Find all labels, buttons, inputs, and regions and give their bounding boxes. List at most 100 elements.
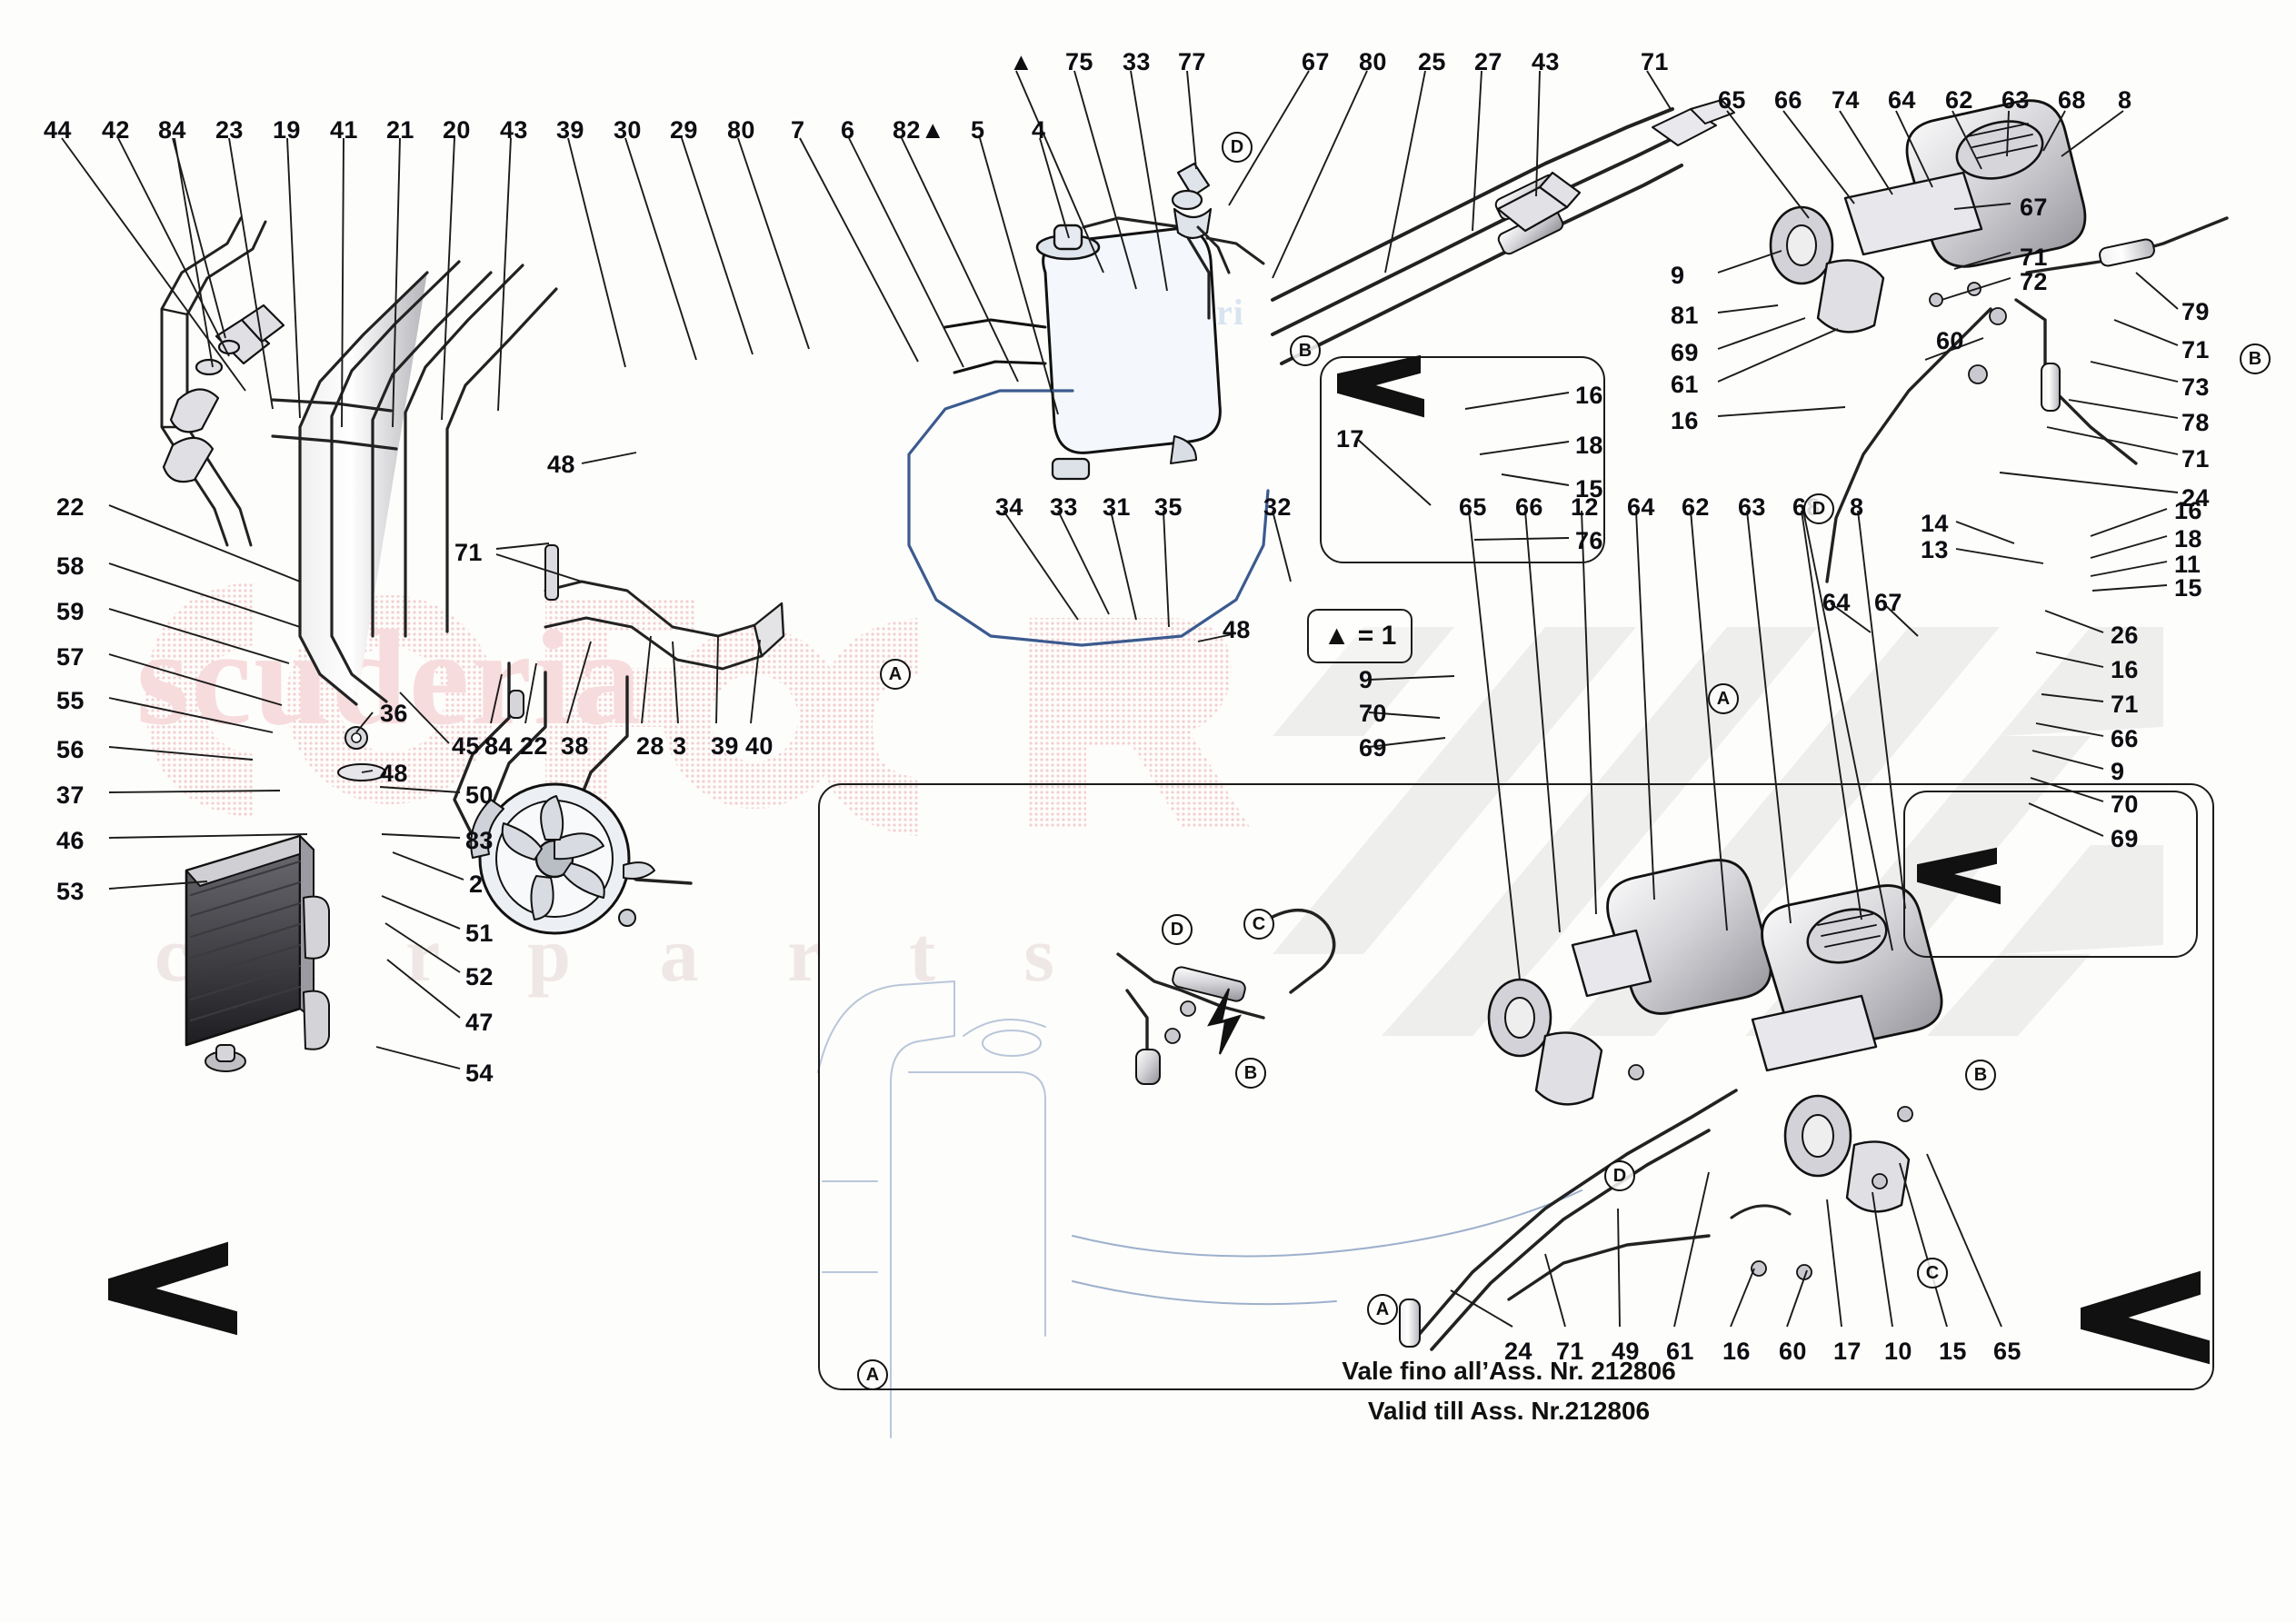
detail-inset-panel-a bbox=[1320, 356, 1605, 563]
callout-number: 8 bbox=[2118, 86, 2132, 114]
callout-number: 71 bbox=[1556, 1338, 1584, 1365]
reference-marker-a: A bbox=[1708, 683, 1739, 714]
callout-number: 71 bbox=[454, 539, 483, 566]
callout-number: 22 bbox=[520, 732, 548, 760]
callout-number: 32 bbox=[1263, 493, 1292, 521]
callout-number: 9 bbox=[2111, 758, 2125, 785]
callout-number: 39 bbox=[711, 732, 739, 760]
reference-marker-a: A bbox=[1367, 1294, 1398, 1325]
callout-number: 7 bbox=[791, 116, 805, 144]
symbol-legend-box: ▲ = 1 bbox=[1307, 609, 1413, 663]
callout-number: 79 bbox=[2181, 298, 2210, 325]
callout-number: 78 bbox=[2181, 409, 2210, 436]
callout-number: 24 bbox=[1504, 1338, 1532, 1365]
callout-number: 3 bbox=[673, 732, 687, 760]
callout-number: 12 bbox=[1571, 493, 1599, 521]
callout-number: 44 bbox=[44, 116, 72, 144]
callout-number: 84 bbox=[484, 732, 513, 760]
callout-number: 21 bbox=[386, 116, 414, 144]
callout-number: 34 bbox=[995, 493, 1023, 521]
reference-marker-c: C bbox=[1917, 1258, 1948, 1289]
callout-number: 72 bbox=[2020, 268, 2048, 295]
callout-number: 30 bbox=[614, 116, 642, 144]
callout-number: 40 bbox=[745, 732, 774, 760]
callout-number: 67 bbox=[1302, 48, 1330, 75]
callout-number: 51 bbox=[465, 920, 494, 947]
callout-number: 53 bbox=[56, 878, 85, 905]
callout-number: 82▲ bbox=[893, 116, 945, 144]
callout-number: 76 bbox=[1575, 527, 1603, 554]
callout-number: 16 bbox=[1671, 407, 1699, 434]
callout-number: 75 bbox=[1065, 48, 1093, 75]
callout-number: 6 bbox=[841, 116, 855, 144]
callout-number: 70 bbox=[2111, 791, 2139, 818]
callout-number: 61 bbox=[1666, 1338, 1694, 1365]
callout-number: 65 bbox=[1993, 1338, 2021, 1365]
callout-number: 64 bbox=[1822, 589, 1851, 616]
callout-number: 13 bbox=[1921, 536, 1949, 563]
callout-number: 15 bbox=[1939, 1338, 1967, 1365]
callout-number: 11 bbox=[2174, 551, 2201, 578]
callout-number: 73 bbox=[2181, 373, 2210, 401]
callout-number: 52 bbox=[465, 963, 494, 990]
callout-number: 71 bbox=[2181, 336, 2210, 363]
callout-number: 2 bbox=[469, 871, 484, 898]
callout-number: 27 bbox=[1474, 48, 1502, 75]
callout-number: 8 bbox=[1850, 493, 1864, 521]
callout-number: 36 bbox=[380, 700, 408, 727]
callout-number: 48 bbox=[1223, 616, 1251, 643]
callout-number: 20 bbox=[443, 116, 471, 144]
callout-number: 66 bbox=[2111, 725, 2139, 752]
callout-number: 48 bbox=[380, 760, 408, 787]
callout-number: 62 bbox=[1682, 493, 1710, 521]
callout-number: ▲ bbox=[1009, 48, 1034, 75]
reference-marker-a: A bbox=[857, 1359, 888, 1390]
callout-number: 35 bbox=[1154, 493, 1183, 521]
callout-number: 39 bbox=[556, 116, 584, 144]
callout-number: 25 bbox=[1418, 48, 1446, 75]
bottom-detail-panel bbox=[818, 783, 2214, 1390]
callout-number: 60 bbox=[1779, 1338, 1807, 1365]
legend-symbol-text: ▲ = 1 bbox=[1323, 621, 1397, 651]
callout-number: 17 bbox=[1336, 425, 1364, 453]
callout-number: 23 bbox=[215, 116, 244, 144]
callout-number: 45 bbox=[452, 732, 480, 760]
reference-marker-b: B bbox=[1965, 1060, 1996, 1090]
reference-marker-b: B bbox=[2240, 343, 2271, 374]
callout-number: 65 bbox=[1459, 493, 1487, 521]
callout-number: 43 bbox=[1532, 48, 1560, 75]
callout-number: 80 bbox=[727, 116, 755, 144]
bottom-inset-panel-b bbox=[1903, 791, 2198, 958]
callout-number: 81 bbox=[1671, 302, 1699, 329]
callout-number: 5 bbox=[971, 116, 985, 144]
callout-number: 15 bbox=[1575, 475, 1603, 503]
callout-number: 67 bbox=[1874, 589, 1902, 616]
reference-marker-a: A bbox=[880, 659, 911, 690]
callout-number: 66 bbox=[1774, 86, 1802, 114]
caption-italian: Vale fino all’Ass. Nr. 212806 bbox=[1342, 1357, 1676, 1385]
callout-number: 4 bbox=[1032, 116, 1046, 144]
callout-number: 66 bbox=[1515, 493, 1543, 521]
callout-number: 38 bbox=[561, 732, 589, 760]
callout-number: 16 bbox=[1575, 382, 1603, 409]
callout-number: 80 bbox=[1359, 48, 1387, 75]
callout-number: 50 bbox=[465, 781, 494, 809]
reference-marker-b: B bbox=[1235, 1058, 1266, 1089]
callout-number: 24 bbox=[2181, 484, 2210, 512]
callout-number: 67 bbox=[2020, 194, 2048, 221]
callout-number: 46 bbox=[56, 827, 85, 854]
callout-number: 29 bbox=[670, 116, 698, 144]
callout-number: 42 bbox=[102, 116, 130, 144]
callout-number: 19 bbox=[273, 116, 301, 144]
callout-number: 71 bbox=[2181, 445, 2210, 473]
callout-number: 57 bbox=[56, 643, 85, 671]
reference-marker-d: D bbox=[1803, 493, 1834, 524]
callout-number: 31 bbox=[1103, 493, 1131, 521]
callout-number: 69 bbox=[1359, 734, 1387, 761]
callout-number: 37 bbox=[56, 781, 85, 809]
callout-number: 41 bbox=[330, 116, 358, 144]
callout-number: 26 bbox=[2111, 622, 2139, 649]
callout-number: 16 bbox=[2111, 656, 2139, 683]
callout-number: 56 bbox=[56, 736, 85, 763]
